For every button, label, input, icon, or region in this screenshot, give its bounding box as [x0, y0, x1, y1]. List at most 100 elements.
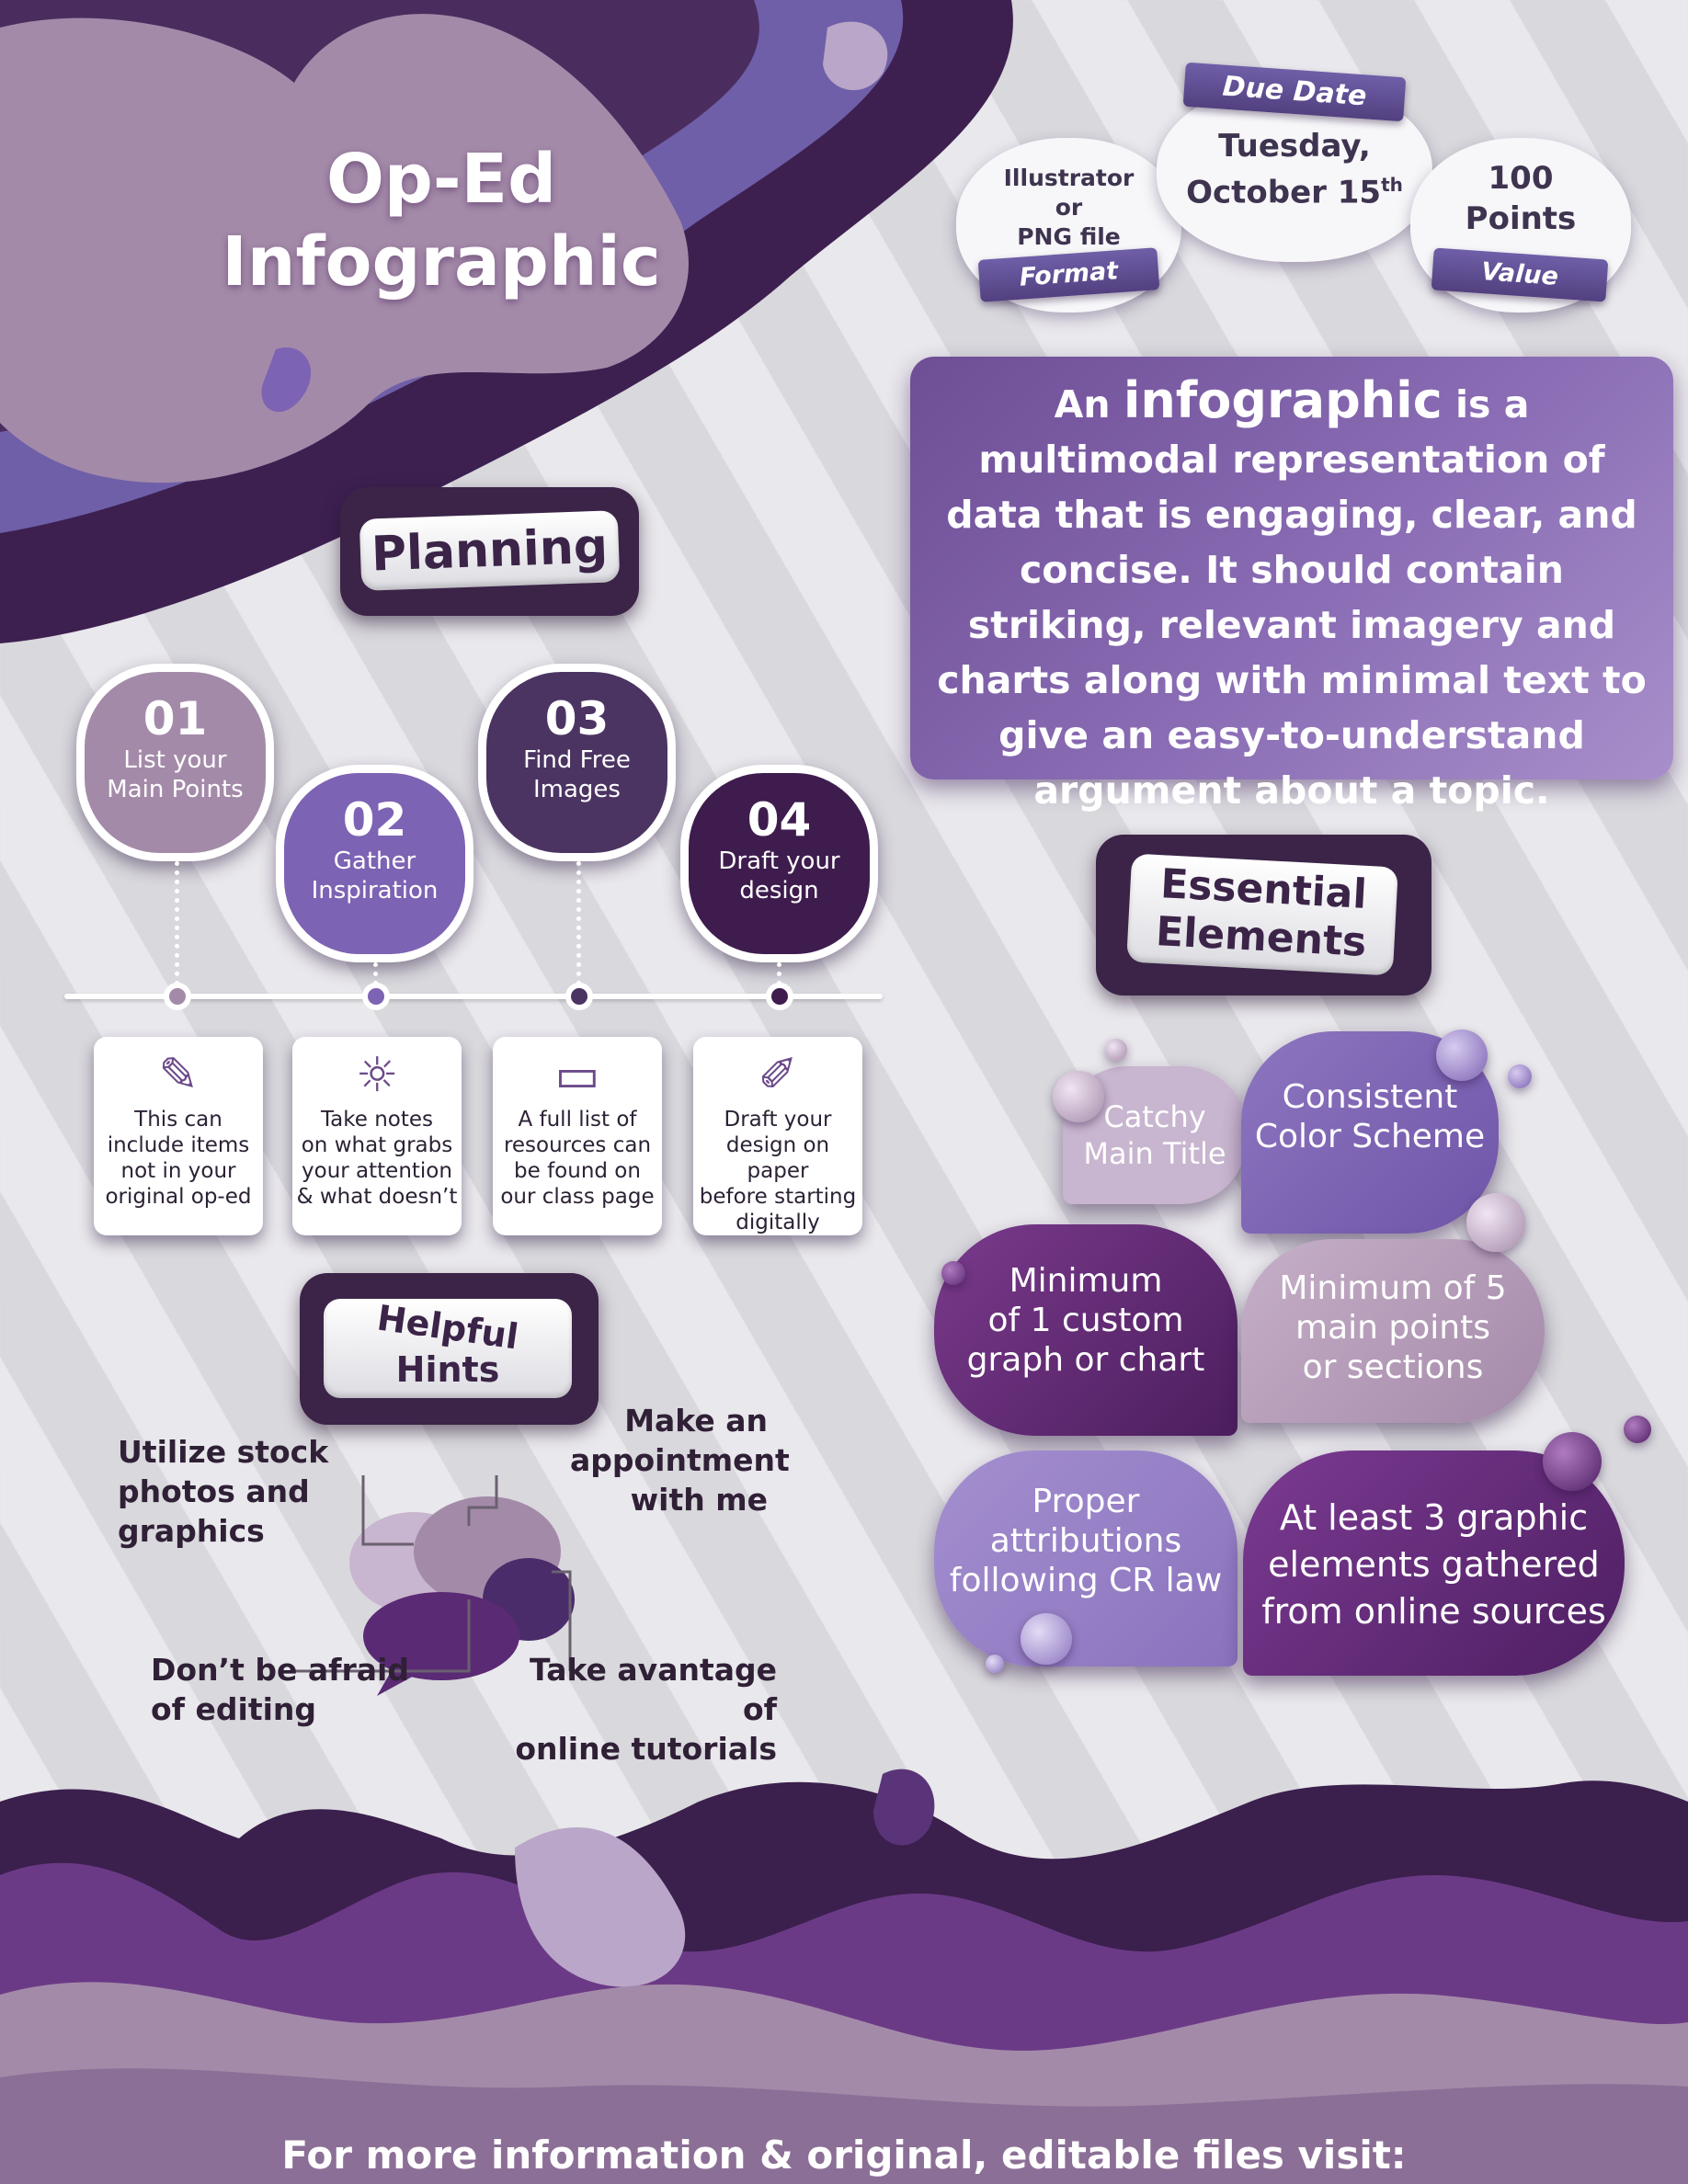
- planning-timeline: [64, 994, 883, 999]
- step-label-line-2: design: [739, 877, 819, 904]
- element-line: following CR law: [949, 1562, 1223, 1599]
- decorative-orb: [1053, 1071, 1104, 1122]
- element-line: graph or chart: [966, 1341, 1205, 1379]
- element-line: Consistent: [1282, 1078, 1458, 1116]
- decorative-orb: [1466, 1193, 1525, 1252]
- step-number: 02: [342, 793, 407, 847]
- step-03-node: [565, 983, 593, 1010]
- step-label-line-1: Gather: [333, 847, 416, 875]
- due-date-line-1: Tuesday,: [1218, 128, 1371, 165]
- planning-note-04: ✐ Draft your design on paper before star…: [693, 1037, 862, 1235]
- element-line: Minimum of 5: [1279, 1269, 1507, 1307]
- planning-header: Planning: [340, 487, 639, 616]
- planning-step-02: 02 Gather Inspiration: [276, 765, 473, 962]
- planning-note-01: ✎ This can include items not in your ori…: [94, 1037, 263, 1235]
- note-line-2: design on paper: [725, 1133, 830, 1183]
- note-line-2: resources can: [503, 1133, 652, 1157]
- definition-body: is a multimodal representation of data t…: [937, 382, 1647, 813]
- step-label-line-1: Draft your: [718, 847, 840, 875]
- note-line-3: not in your: [120, 1159, 236, 1183]
- step-01-connector: [175, 861, 179, 985]
- element-line: Main Title: [1083, 1136, 1226, 1171]
- decorative-orb: [1508, 1064, 1532, 1088]
- definition-lead: An: [1054, 382, 1111, 427]
- speech-bubbles-icon: [349, 1496, 575, 1696]
- note-line-4: original op-ed: [105, 1185, 252, 1209]
- hint-line: Utilize stock: [118, 1434, 329, 1470]
- value-points-number: 100: [1488, 160, 1554, 197]
- decorative-orb: [1021, 1613, 1072, 1665]
- pencil-cup-icon: ✐: [758, 1048, 798, 1103]
- note-line-1: Draft your: [724, 1108, 832, 1132]
- format-line-1: Illustrator: [1003, 165, 1135, 191]
- planning-step-03: 03 Find Free Images: [478, 664, 676, 861]
- planning-note-03: ▭ A full list of resources can be found …: [493, 1037, 662, 1235]
- element-line: main points: [1295, 1309, 1490, 1347]
- hints-header-line-2: Hints: [395, 1349, 500, 1390]
- hint-line: of editing: [151, 1691, 317, 1727]
- decorative-orb: [1436, 1029, 1488, 1081]
- value-points-label: Points: [1465, 200, 1577, 237]
- step-02-node: [362, 983, 390, 1010]
- hint-line: Take avantage of: [529, 1652, 777, 1727]
- hint-stock-photos: Utilize stock photos and graphics: [118, 1432, 328, 1551]
- element-line: or sections: [1302, 1348, 1484, 1386]
- hint-tutorials: Take avantage of online tutorials: [510, 1650, 777, 1769]
- lightbulb-head-icon: ☼: [355, 1048, 399, 1103]
- title-line-1: Op-Ed: [325, 140, 557, 219]
- step-label-line-1: Find Free: [523, 746, 631, 774]
- step-number: 03: [544, 692, 610, 745]
- helpful-hints-header: Helpful Hints: [300, 1273, 599, 1425]
- decorative-orb: [986, 1655, 1004, 1673]
- decorative-orb: [1543, 1432, 1602, 1491]
- step-02-connector: [373, 962, 378, 985]
- hint-editing: Don’t be afraid of editing: [151, 1650, 409, 1729]
- footer-info: For more information & original, editabl…: [281, 2133, 1407, 2184]
- step-03-connector: [576, 861, 581, 985]
- pencil-paper-icon: ✎: [158, 1048, 199, 1103]
- note-line-1: A full list of: [518, 1108, 637, 1132]
- laptop-icon: ▭: [554, 1048, 600, 1103]
- definition-term: infographic: [1123, 371, 1443, 429]
- page-title: Op-Ed Infographic: [184, 138, 699, 304]
- element-line: Color Scheme: [1254, 1118, 1486, 1155]
- helpful-hints-header-label: Helpful Hints: [324, 1297, 572, 1398]
- element-line: At least 3 graphic: [1279, 1497, 1589, 1538]
- decorative-orb: [1624, 1416, 1651, 1443]
- hint-connectors: [294, 1475, 572, 1673]
- note-line-4: our class page: [500, 1185, 655, 1209]
- element-main-points: Minimum of 5 main points or sections: [1241, 1239, 1545, 1423]
- note-line-2: include items: [107, 1133, 250, 1157]
- element-custom-graph: Minimum of 1 custom graph or chart: [934, 1224, 1237, 1436]
- element-line: of 1 custom: [987, 1302, 1184, 1339]
- format-line-3: PNG file: [1017, 223, 1121, 250]
- planning-step-01: 01 List your Main Points: [76, 664, 274, 861]
- element-graphic-elements: At least 3 graphic elements gathered fro…: [1243, 1450, 1625, 1676]
- essential-elements-header-label: Essential Elements: [1126, 853, 1398, 976]
- step-label-line-2: Main Points: [107, 776, 244, 803]
- element-line: elements gathered: [1268, 1544, 1600, 1585]
- hint-line: Make an: [624, 1403, 768, 1439]
- note-line-2: on what grabs: [301, 1133, 453, 1157]
- element-line: Proper: [1032, 1483, 1140, 1520]
- element-line: from online sources: [1261, 1591, 1606, 1632]
- element-line: Minimum: [1009, 1262, 1163, 1300]
- note-line-1: Take notes: [320, 1108, 434, 1132]
- note-line-1: This can: [134, 1108, 222, 1132]
- hint-line: online tutorials: [515, 1731, 777, 1767]
- element-line: attributions: [989, 1522, 1182, 1560]
- due-date-line-2: October 15th: [1186, 174, 1403, 211]
- element-line: Catchy: [1103, 1099, 1206, 1134]
- hint-line: graphics: [118, 1513, 265, 1549]
- hint-line: with me: [630, 1482, 768, 1518]
- note-line-3: be found on: [514, 1159, 641, 1183]
- step-label-line-2: Images: [533, 776, 621, 803]
- hint-line: Don’t be afraid: [151, 1652, 409, 1688]
- decorative-orb: [1105, 1039, 1127, 1061]
- step-label-line-1: List your: [123, 746, 227, 774]
- note-line-4: & what doesn’t: [296, 1185, 458, 1209]
- step-number: 01: [143, 692, 208, 745]
- element-attributions: Proper attributions following CR law: [934, 1450, 1237, 1666]
- title-line-2: Infographic: [222, 222, 661, 302]
- step-01-node: [164, 983, 191, 1010]
